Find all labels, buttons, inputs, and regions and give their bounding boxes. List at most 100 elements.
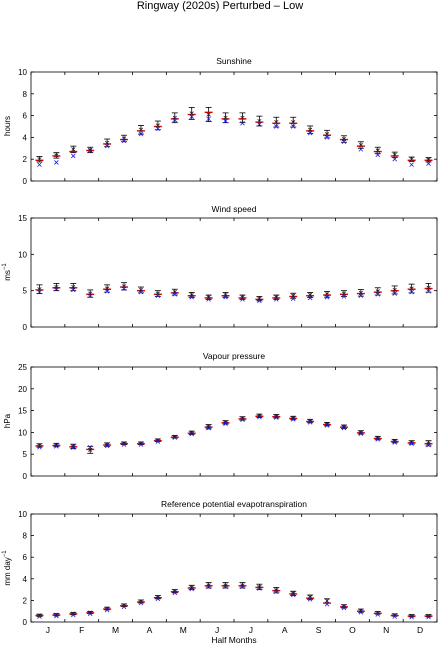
- plot-frame: [30, 366, 438, 477]
- alt-cross-b: [240, 295, 245, 300]
- obs-cross-b: [324, 601, 330, 607]
- obs-cross-b: [392, 440, 397, 445]
- alt-cross-b: [291, 415, 296, 421]
- obs-cross-b: [155, 596, 161, 602]
- alt-cross-b: [54, 442, 59, 448]
- alt-cross-b: [392, 152, 397, 157]
- month-label: J: [215, 625, 219, 635]
- alt-cross-b: [105, 140, 110, 145]
- alt-cross-b: [206, 295, 211, 300]
- y-axis-label: hours: [3, 116, 12, 136]
- data-marks: [35, 582, 433, 620]
- obs-cross-b: [392, 156, 397, 162]
- y-tick-label: 6: [23, 112, 28, 121]
- obs-cross-b: [409, 289, 414, 295]
- alt-cross-b: [172, 434, 177, 439]
- alt-cross-b: [105, 606, 110, 611]
- y-axis-label: hPa: [3, 413, 12, 428]
- month-label: O: [349, 625, 356, 635]
- obs-cross-b: [71, 445, 76, 450]
- y-tick-label: 15: [18, 214, 27, 223]
- alt-cross-b: [121, 603, 127, 608]
- alt-cross-b: [375, 148, 380, 153]
- obs-cross-b: [375, 612, 381, 617]
- panel-reference-evapotranspiration: Reference potential evapotranspiration m…: [2, 499, 438, 627]
- alt-cross-b: [274, 120, 279, 125]
- obs-cross-b: [240, 120, 245, 126]
- y-axis-label-sup: −1: [2, 263, 8, 271]
- alt-cross-b: [392, 612, 397, 618]
- month-label: J: [46, 625, 50, 635]
- obs-cross-b: [392, 291, 397, 296]
- obs-cross-b: [324, 135, 330, 140]
- obs-cross-b: [409, 162, 414, 167]
- obs-cross-b: [341, 425, 347, 431]
- panel-sunshine: Sunshine hours 0 2 4 6 8 10: [3, 56, 438, 186]
- alt-cross-b: [223, 115, 228, 120]
- panel-vapour-pressure: Vapour pressure hPa 0 5 10 15 20 25: [3, 351, 438, 481]
- alt-cross-b: [223, 420, 228, 425]
- obs-cross-b: [121, 442, 127, 447]
- y-tick-label: 0: [23, 323, 28, 332]
- obs-cross-b: [290, 124, 296, 129]
- y-axis-label-text: ms: [3, 270, 12, 281]
- y-tick-label: 25: [18, 363, 27, 372]
- obs-cross-b: [290, 592, 296, 598]
- month-label: D: [417, 625, 423, 635]
- obs-cross-b: [87, 611, 93, 617]
- obs-cross-b: [375, 437, 381, 442]
- obs-cross-b: [71, 612, 76, 618]
- tick-group: 0 5 10 15 20 25: [18, 363, 438, 481]
- alt-cross-b: [409, 157, 414, 162]
- obs-cross-b: [409, 614, 414, 620]
- obs-cross-b: [426, 614, 431, 620]
- alt-cross-b: [71, 284, 76, 290]
- y-tick-label: 8: [23, 90, 28, 99]
- alt-cross-b: [138, 287, 144, 293]
- alt-cross-b: [71, 611, 76, 616]
- obs-cross-b: [257, 586, 262, 591]
- obs-cross-b: [392, 614, 397, 619]
- alt-cross-b: [88, 447, 93, 452]
- alt-cross-b: [105, 442, 110, 447]
- alt-cross-b: [341, 291, 347, 296]
- alt-cross-b: [257, 118, 262, 124]
- obs-cross-b: [37, 614, 42, 619]
- alt-cross-b: [155, 438, 160, 443]
- alt-cross-b: [274, 588, 279, 593]
- obs-cross-b: [426, 161, 431, 166]
- alt-cross-b: [308, 127, 313, 132]
- obs-cross-b: [358, 147, 364, 152]
- alt-cross-b: [71, 444, 76, 449]
- obs-cross-b: [426, 289, 431, 294]
- alt-cross-b: [37, 157, 42, 162]
- obs-cross-b: [274, 124, 279, 129]
- panel-title: Sunshine: [216, 56, 252, 66]
- obs-cross-b: [409, 441, 414, 447]
- y-tick-label: 5: [23, 450, 28, 459]
- alt-cross-b: [172, 115, 177, 120]
- obs-cross-b: [206, 425, 211, 431]
- figure-title: Ringway (2020s) Perturbed – Low: [137, 0, 303, 12]
- obs-cross-b: [37, 444, 42, 450]
- alt-cross-b: [189, 292, 194, 298]
- obs-cross-b: [307, 420, 313, 425]
- y-tick-label: 20: [18, 385, 27, 394]
- month-label: M: [112, 625, 119, 635]
- alt-cross-b: [375, 435, 380, 441]
- alt-cross-b: [155, 595, 160, 600]
- alt-cross-b: [172, 589, 177, 594]
- obs-cross-b: [54, 444, 59, 449]
- obs-cross-b: [104, 143, 110, 149]
- alt-cross-b: [240, 583, 245, 588]
- alt-cross-b: [291, 120, 296, 125]
- plot-frame: [30, 513, 438, 623]
- y-tick-label: 0: [23, 472, 28, 481]
- alt-cross-b: [324, 422, 330, 427]
- month-label: F: [79, 625, 84, 635]
- alt-cross-b: [138, 127, 144, 132]
- y-tick-label: 15: [18, 407, 27, 416]
- y-axis-label: mm day−1: [2, 550, 12, 586]
- obs-cross-b: [274, 415, 279, 420]
- alt-cross-b: [308, 418, 313, 424]
